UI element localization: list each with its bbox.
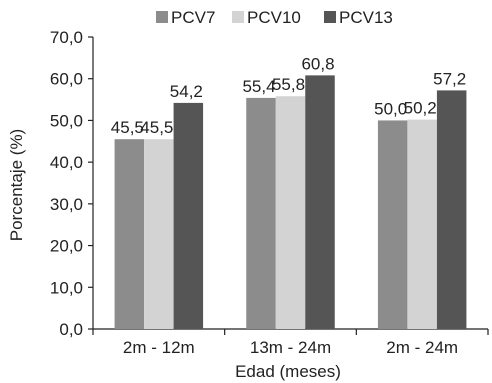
bar bbox=[305, 75, 335, 330]
y-tick-label: 20,0 bbox=[50, 237, 83, 256]
legend-label: PCV13 bbox=[339, 8, 393, 27]
legend-label: PCV7 bbox=[171, 8, 215, 27]
y-axis: 0,0 10,0 20,0 30,0 40,0 50,0 60,0 70,0 bbox=[50, 28, 94, 339]
data-labels: 45,5 55,4 50,0 45,5 55,8 50,2 54,2 60,8 57,2 bbox=[111, 54, 466, 137]
bar bbox=[173, 102, 204, 329]
data-label: 54,2 bbox=[170, 82, 203, 101]
x-tick-label: 2m - 12m bbox=[123, 338, 195, 357]
y-axis-title: Porcentaje (%) bbox=[7, 129, 26, 241]
data-label: 45,5 bbox=[140, 118, 173, 137]
legend: PCV7 PCV10 PCV13 bbox=[156, 8, 393, 27]
y-tick-label: 70,0 bbox=[50, 28, 83, 47]
bar bbox=[114, 139, 145, 329]
data-label: 55,4 bbox=[242, 77, 275, 96]
bars bbox=[114, 75, 467, 330]
data-label: 45,5 bbox=[111, 118, 144, 137]
bar bbox=[246, 97, 276, 329]
bar bbox=[377, 120, 408, 329]
legend-swatch bbox=[324, 11, 336, 23]
x-axis-title: Edad (meses) bbox=[235, 362, 341, 381]
x-axis: 2m - 12m 13m - 24m 2m - 24m bbox=[92, 328, 489, 357]
legend-swatch bbox=[232, 11, 244, 23]
y-tick-label: 40,0 bbox=[50, 153, 83, 172]
y-tick-label: 50,0 bbox=[50, 111, 83, 130]
bar bbox=[407, 119, 437, 329]
data-label: 50,0 bbox=[374, 99, 407, 118]
y-tick-label: 10,0 bbox=[50, 278, 83, 297]
x-tick-label: 2m - 24m bbox=[386, 338, 458, 357]
data-label: 57,2 bbox=[433, 69, 466, 88]
legend-label: PCV10 bbox=[247, 8, 301, 27]
x-tick-label: 13m - 24m bbox=[250, 338, 331, 357]
y-tick-label: 30,0 bbox=[50, 195, 83, 214]
data-label: 60,8 bbox=[301, 54, 334, 73]
y-tick-label: 0,0 bbox=[59, 320, 83, 339]
bar bbox=[144, 139, 174, 329]
legend-swatch bbox=[156, 11, 168, 23]
data-label: 50,2 bbox=[404, 99, 437, 118]
bar bbox=[275, 96, 306, 329]
y-tick-label: 60,0 bbox=[50, 70, 83, 89]
data-label: 55,8 bbox=[272, 75, 305, 94]
bar bbox=[436, 90, 467, 329]
